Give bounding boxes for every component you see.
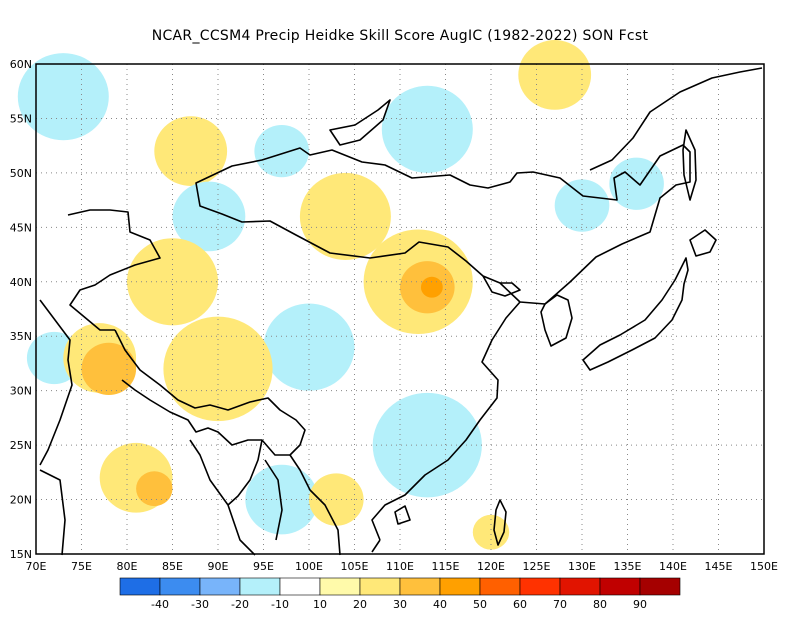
colorbar-label: 30 — [393, 598, 407, 611]
india-west-coast — [39, 299, 73, 556]
sakhalin — [682, 129, 697, 201]
hainan — [394, 505, 411, 525]
colorbar-swatch — [439, 577, 481, 596]
lat-tick-label: 50N — [10, 167, 32, 180]
taiwan — [493, 499, 507, 546]
lat-tick-label: 60N — [10, 58, 32, 71]
skill-region-18 — [81, 342, 137, 396]
skill-region-7 — [554, 179, 610, 232]
colorbar-swatch — [359, 577, 401, 596]
colorbar-swatch — [279, 577, 321, 596]
lat-tick-label: 40N — [10, 276, 32, 289]
skill-region-5 — [381, 85, 473, 173]
colorbar-swatch — [239, 577, 281, 596]
skill-region-19 — [163, 316, 273, 422]
lon-tick-label: 135E — [614, 560, 642, 573]
colorbar-swatch — [639, 577, 681, 596]
colorbar-label: 20 — [353, 598, 367, 611]
lake-baikal — [329, 99, 391, 146]
china-east-coast — [371, 301, 521, 541]
lon-tick-label: 75E — [71, 560, 92, 573]
colorbar-label: 90 — [633, 598, 647, 611]
longitude-tick-labels: 70E 75E 80E 85E 90E 95E 100E 105E 110E 115E 120E 12… — [26, 560, 778, 573]
bay-of-bengal-coast — [189, 439, 283, 556]
colorbar-label: 40 — [433, 598, 447, 611]
lat-tick-label: 20N — [10, 494, 32, 507]
colorbar-swatch — [599, 577, 641, 596]
lat-tick-label: 45N — [10, 221, 32, 234]
lat-tick-label: 35N — [10, 330, 32, 343]
skill-region-2 — [154, 116, 228, 186]
lon-tick-label: 100E — [295, 560, 323, 573]
colorbar-swatch — [319, 577, 361, 596]
lat-tick-label: 15N — [10, 548, 32, 561]
skill-score-fill-layer — [17, 40, 664, 550]
himalaya-border — [114, 329, 306, 456]
central-asia-border — [67, 209, 161, 331]
lon-tick-label: 140E — [659, 560, 687, 573]
colorbar-label: 70 — [553, 598, 567, 611]
indochina-coast — [289, 454, 381, 556]
lon-tick-label: 105E — [341, 560, 369, 573]
hokkaido — [689, 229, 717, 257]
lat-tick-label: 25N — [10, 439, 32, 452]
colorbar-label: -20 — [231, 598, 249, 611]
lon-tick-label: 145E — [705, 560, 733, 573]
colorbar-label: 60 — [513, 598, 527, 611]
skill-region-25 — [136, 471, 173, 507]
lat-tick-label: 55N — [10, 112, 32, 125]
skill-region-13 — [127, 238, 218, 326]
skill-region-21 — [372, 392, 482, 498]
coastline-layer — [39, 67, 763, 556]
colorbar-label: 10 — [313, 598, 327, 611]
lon-tick-label: 125E — [523, 560, 551, 573]
lon-tick-label: 95E — [253, 560, 274, 573]
colorbar-label: -30 — [191, 598, 209, 611]
lon-tick-label: 115E — [432, 560, 460, 573]
colorbar-swatch — [119, 577, 161, 596]
map-frame — [35, 63, 765, 555]
colorbar-swatch — [519, 577, 561, 596]
lon-tick-label: 80E — [117, 560, 138, 573]
lon-tick-label: 85E — [162, 560, 183, 573]
bohai-coast — [482, 275, 521, 297]
chart-title: NCAR_CCSM4 Precip Heidke Skill Score Aug… — [151, 28, 649, 44]
korea-peninsula — [540, 294, 573, 347]
colorbar-swatch — [559, 577, 601, 596]
skill-region-9 — [299, 172, 391, 260]
skill-region-15 — [263, 303, 355, 391]
colorbar-label: -10 — [271, 598, 289, 611]
lon-tick-label: 70E — [26, 560, 47, 573]
mongolia-border — [195, 144, 691, 305]
skill-region-3 — [254, 124, 309, 178]
lon-tick-label: 150E — [750, 560, 778, 573]
colorbar-swatch — [399, 577, 441, 596]
colorbar-labels: -40 -30 -20 -10 10 20 30 40 50 60 70 80 90 — [151, 598, 647, 611]
gridlines — [36, 64, 764, 554]
lat-tick-label: 30N — [10, 385, 32, 398]
skill-region-8 — [172, 181, 246, 252]
colorbar-swatches — [119, 577, 681, 596]
japan-islands — [582, 257, 689, 371]
colorbar-swatch — [479, 577, 521, 596]
lon-tick-label: 120E — [477, 560, 505, 573]
skill-region-6 — [518, 40, 592, 110]
lon-tick-label: 90E — [208, 560, 229, 573]
latitude-tick-labels: 60N 55N 50N 45N 40N 35N 30N 25N 20N 15N — [10, 58, 32, 561]
russia-east-coast — [589, 67, 763, 171]
colorbar-label: -40 — [151, 598, 169, 611]
colorbar-label: 50 — [473, 598, 487, 611]
colorbar-swatch — [199, 577, 241, 596]
lon-tick-label: 130E — [568, 560, 596, 573]
lon-tick-label: 110E — [386, 560, 414, 573]
colorbar-swatch — [159, 577, 201, 596]
colorbar-label: 80 — [593, 598, 607, 611]
